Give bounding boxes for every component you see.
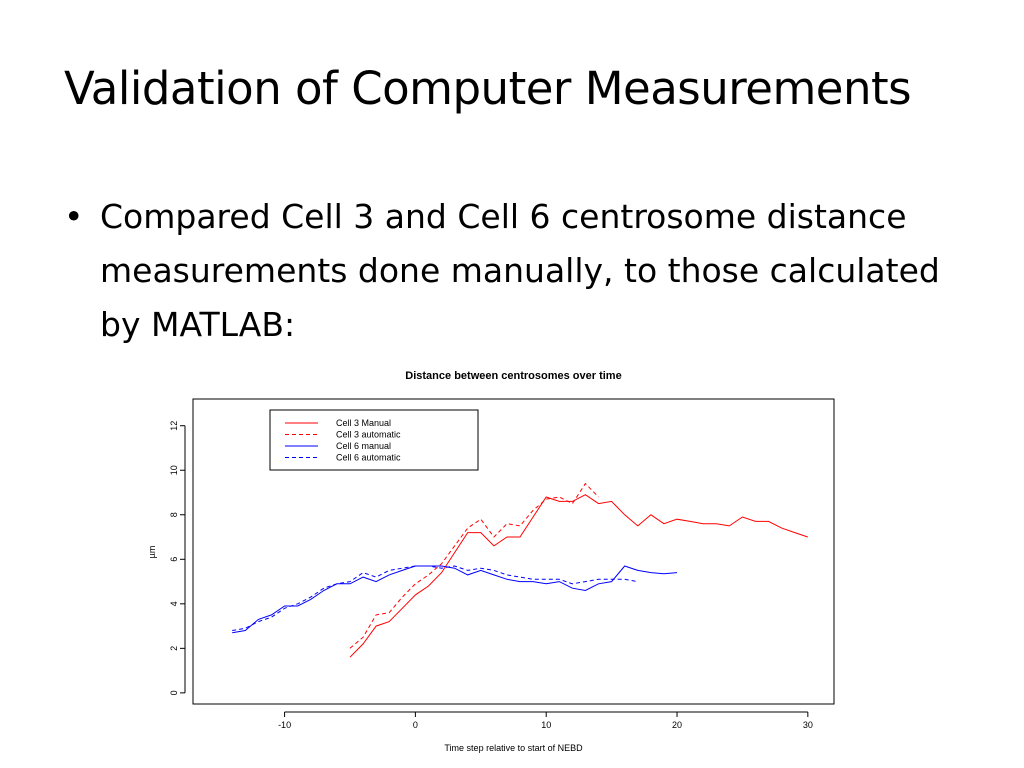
legend-label: Cell 6 manual — [336, 441, 391, 451]
x-tick-label: 10 — [541, 720, 551, 730]
series-layer — [232, 482, 808, 658]
y-tick-label: 0 — [169, 690, 179, 695]
y-tick-label: 10 — [169, 465, 179, 475]
y-tick-label: 12 — [169, 421, 179, 431]
legend-label: Cell 3 automatic — [336, 430, 401, 440]
bullet-item: • Compared Cell 3 and Cell 6 centrosome … — [64, 190, 944, 352]
y-tick-label: 8 — [169, 512, 179, 517]
series-line-cell-3-manual — [349, 494, 808, 658]
series-line-cell-3-automatic — [349, 482, 599, 649]
x-axis-label: Time step relative to start of NEBD — [444, 743, 583, 753]
x-tick-label: 0 — [413, 720, 418, 730]
x-tick-label: 30 — [803, 720, 813, 730]
y-tick-label: 2 — [169, 646, 179, 651]
y-tick-label: 4 — [169, 601, 179, 606]
chart-title: Distance between centrosomes over time — [405, 370, 621, 382]
y-tick-label: 6 — [169, 557, 179, 562]
series-line-cell-6-manual — [232, 565, 678, 634]
plot-frame — [192, 398, 835, 705]
legend-box — [269, 409, 479, 471]
x-tick-label: -10 — [278, 720, 291, 730]
legend-label: Cell 3 Manual — [336, 418, 391, 428]
slide-title: Validation of Computer Measurements — [64, 62, 912, 115]
line-chart: Distance between centrosomes over time -… — [147, 370, 835, 753]
y-axis: 0 2 4 6 8 10 12 — [169, 421, 186, 695]
series-line-cell-6-automatic — [232, 565, 638, 631]
y-axis-label: µm — [147, 546, 157, 559]
x-axis: -10 0 10 20 30 — [278, 711, 813, 730]
legend-label: Cell 6 automatic — [336, 453, 401, 463]
x-tick-label: 20 — [672, 720, 682, 730]
bullet-list: • Compared Cell 3 and Cell 6 centrosome … — [64, 190, 944, 352]
bullet-marker: • — [64, 197, 84, 236]
bullet-text: Compared Cell 3 and Cell 6 centrosome di… — [100, 197, 940, 344]
